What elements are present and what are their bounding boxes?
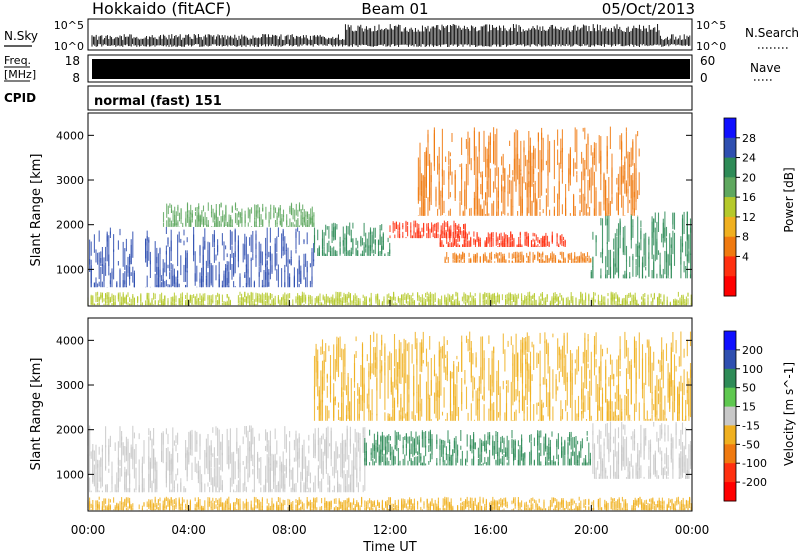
freq-left-tick-low: 8 bbox=[72, 71, 80, 85]
noise-left-tick-low: 10^0 bbox=[54, 40, 84, 53]
power-colorbar: 28 24 20 16 12 8 4 bbox=[723, 117, 756, 297]
noise-right-tick-low: 10^0 bbox=[696, 40, 726, 53]
power-ylabel: Slant Range [km] bbox=[29, 154, 44, 267]
colorbar-tick-label: 20 bbox=[742, 171, 756, 184]
noise-panel: N.Sky 10^5 10^0 10^5 10^0 N.Search bbox=[4, 18, 799, 53]
colorbar-swatch bbox=[724, 118, 736, 139]
colorbar-tick-label: 28 bbox=[742, 132, 756, 145]
power-panel: 4000 3000 2000 1000 Slant Range [km] 28 24 20… bbox=[29, 112, 796, 307]
colorbar-swatch bbox=[724, 177, 736, 198]
date-title: 05/Oct/2013 bbox=[602, 0, 695, 18]
colorbar-swatch bbox=[724, 137, 736, 159]
colorbar-frame bbox=[723, 117, 737, 297]
station-title: Hokkaido (fitACF) bbox=[92, 0, 231, 18]
cpid-value: normal (fast) 151 bbox=[94, 94, 222, 109]
y-tick-label: 1000 bbox=[56, 263, 84, 276]
freq-label-line2: [MHz] bbox=[4, 68, 36, 81]
colorbar-swatch bbox=[724, 256, 736, 277]
colorbar-swatch bbox=[724, 236, 736, 257]
nave-label: Nave bbox=[750, 61, 781, 75]
freq-panel: Freq. [MHz] 18 8 60 0 Nave bbox=[4, 54, 781, 85]
y-tick-label: 2000 bbox=[56, 219, 84, 232]
noise-left-label: N.Sky bbox=[4, 29, 38, 43]
nave-right-tick-low: 0 bbox=[700, 71, 708, 85]
nave-right-tick-high: 60 bbox=[700, 54, 715, 68]
noise-trace bbox=[91, 24, 691, 47]
colorbar-swatch bbox=[724, 197, 736, 218]
power-y-ticks: 4000 3000 2000 1000 bbox=[56, 129, 692, 276]
freq-left-tick-high: 18 bbox=[65, 54, 80, 68]
freq-trace bbox=[92, 59, 690, 79]
colorbar-tick-label: 16 bbox=[742, 191, 756, 204]
noise-right-label: N.Search bbox=[745, 26, 799, 40]
noise-right-tick-high: 10^5 bbox=[696, 19, 726, 32]
colorbar-tick-label: 8 bbox=[742, 231, 749, 244]
power-heatmap bbox=[87, 126, 692, 306]
colorbar-tick-label: 12 bbox=[742, 211, 756, 224]
cpid-row: CPID normal (fast) 151 bbox=[4, 85, 693, 111]
cpid-label: CPID bbox=[4, 91, 36, 105]
power-colorbar-label: Power [dB] bbox=[782, 167, 796, 232]
y-tick-label: 3000 bbox=[56, 174, 84, 187]
beam-title: Beam 01 bbox=[361, 0, 428, 18]
colorbar-tick-label: 24 bbox=[742, 152, 756, 165]
noise-left-tick-high: 10^5 bbox=[54, 19, 84, 32]
colorbar-swatch bbox=[724, 216, 736, 238]
colorbar-tick-label: 4 bbox=[742, 250, 749, 263]
velocity-heatmap bbox=[87, 331, 692, 511]
colorbar-swatch bbox=[724, 276, 736, 297]
y-tick-label: 4000 bbox=[56, 129, 84, 142]
colorbar-swatch bbox=[724, 157, 736, 178]
freq-label-line1: Freq. bbox=[4, 54, 31, 67]
